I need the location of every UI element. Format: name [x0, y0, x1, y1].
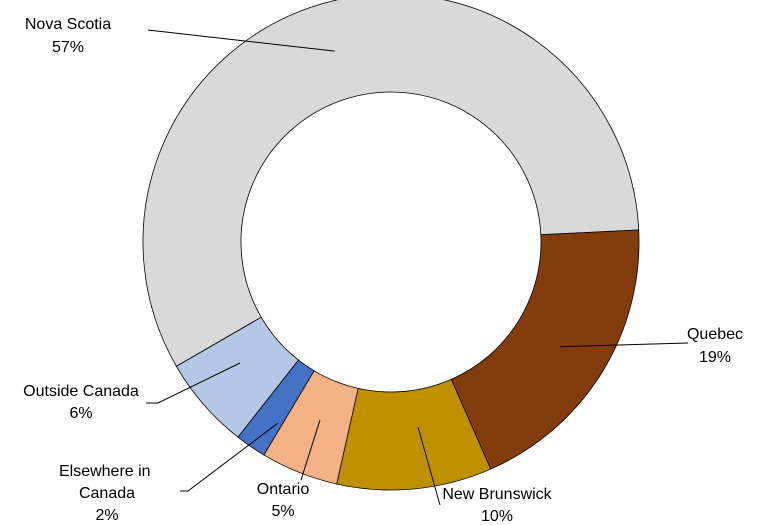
slice-label-nova-scotia: Nova Scotia: [25, 16, 111, 33]
slice-value-outside-canada: 6%: [69, 405, 92, 422]
leader-line-nova-scotia: [147, 29, 335, 52]
leader-line-new-brunswick: [417, 426, 441, 506]
slice-value-ontario: 5%: [271, 503, 294, 520]
leader-line-elsewhere-in-canada: [180, 422, 279, 492]
slice-value-new-brunswick: 10%: [481, 508, 513, 525]
slice-value-quebec: 19%: [699, 349, 731, 366]
slice-value-elsewhere-in-canada: 2%: [95, 507, 118, 524]
slice-label-ontario: Ontario: [257, 481, 310, 498]
slice-label-outside-canada: Outside Canada: [23, 383, 139, 400]
slice-value-nova-scotia: 57%: [52, 39, 84, 56]
slice-label-new-brunswick: New Brunswick: [442, 486, 552, 503]
slice-quebec: [450, 229, 640, 470]
slice-label-elsewhere-line2: Canada: [79, 485, 135, 502]
leader-line-ontario: [300, 419, 321, 481]
slice-label-quebec: Quebec: [687, 326, 743, 343]
leader-line-quebec: [560, 342, 689, 348]
leader-line-outside-canada: [146, 362, 241, 404]
slice-label-elsewhere-in-canada: Elsewhere in Canada: [59, 463, 155, 502]
leader-lines: [146, 29, 689, 506]
slice-label-elsewhere-line1: Elsewhere in: [59, 463, 151, 480]
donut-slices: [142, 0, 640, 491]
slice-nova-scotia: [142, 0, 640, 367]
